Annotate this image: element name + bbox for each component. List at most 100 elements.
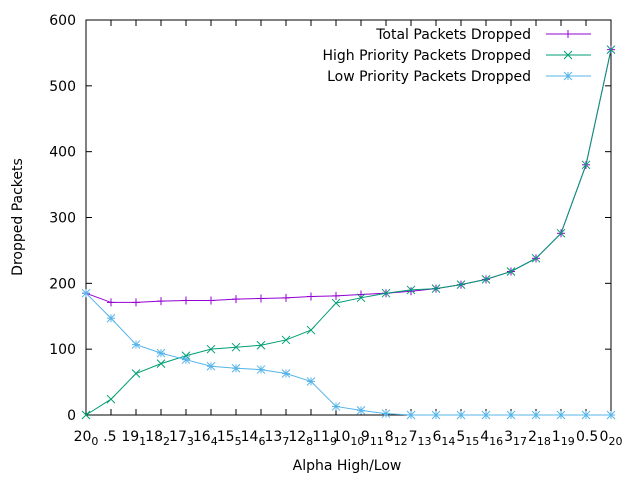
- data-point: [356, 293, 366, 303]
- x-tick-label-sub: 7: [282, 435, 289, 448]
- x-tick-label-main: 14: [241, 429, 259, 445]
- data-point: [456, 280, 466, 290]
- data-point: [531, 253, 541, 263]
- data-point: [581, 410, 591, 420]
- x-tick-label-sub: 2: [163, 435, 170, 448]
- y-axis-label: Dropped Packets: [10, 158, 26, 276]
- y-tick-label: 600: [49, 13, 76, 29]
- data-point: [556, 410, 566, 420]
- x-tick-label-sub: 15: [465, 435, 479, 448]
- series-line: [85, 49, 612, 416]
- data-point: [206, 361, 216, 371]
- x-tick-label-sub: 17: [513, 435, 527, 448]
- x-tick-label-main: 16: [193, 429, 211, 445]
- data-point: [331, 298, 341, 308]
- x-tick-label: 173: [169, 429, 194, 448]
- data-point: [156, 348, 166, 358]
- x-tick-label-main: 1: [552, 429, 561, 445]
- data-point: [256, 365, 266, 374]
- series-1: [81, 45, 616, 420]
- x-tick-label: 200: [74, 429, 99, 448]
- data-point: [231, 363, 241, 373]
- x-tick-label: 218: [528, 429, 551, 448]
- data-point: [332, 291, 340, 300]
- x-tick-label-main: 4: [480, 429, 489, 445]
- data-point: [456, 410, 466, 420]
- x-tick-label-sub: 10: [350, 435, 364, 448]
- x-tick-label: 614: [432, 429, 455, 448]
- y-tick-label: 100: [49, 342, 76, 358]
- x-tick-label-main: 7: [409, 429, 418, 445]
- data-point: [181, 355, 191, 365]
- x-tick-label-main: 0: [600, 429, 609, 445]
- x-tick-label: 911: [361, 429, 384, 448]
- data-point: [281, 335, 291, 345]
- data-point: [506, 410, 516, 420]
- x-tick-label: 182: [145, 429, 170, 448]
- x-tick-label-main: 9: [361, 429, 370, 445]
- legend-label: Low Priority Packets Dropped: [327, 69, 531, 85]
- x-tick-label: 020: [600, 429, 623, 448]
- x-tick-label-main: 10: [333, 429, 351, 445]
- x-tick-label-sub: 6: [258, 435, 265, 448]
- data-point: [581, 160, 591, 170]
- x-tick-label: 515: [456, 429, 479, 448]
- data-point: [356, 406, 366, 415]
- series-layer: [81, 45, 616, 420]
- x-tick-label-sub: 16: [489, 435, 503, 448]
- data-point: [531, 410, 541, 420]
- x-tick-label-sub: 14: [441, 435, 455, 448]
- x-tick-label-main: 18: [145, 429, 163, 445]
- x-tick-label-sub: 3: [187, 435, 194, 448]
- data-point: [231, 342, 241, 352]
- data-point: [406, 410, 416, 420]
- data-point: [282, 293, 290, 302]
- series-2: [81, 288, 616, 420]
- data-point: [431, 410, 441, 420]
- x-tick-label-sub: 5: [235, 435, 242, 448]
- data-point: [257, 294, 265, 303]
- x-tick-label: 119: [312, 429, 337, 448]
- data-point: [156, 359, 166, 369]
- data-point: [381, 288, 391, 298]
- x-tick-label: 317: [504, 429, 527, 448]
- data-point: [256, 340, 266, 350]
- x-tick-label: 119: [552, 429, 575, 448]
- series-line: [85, 292, 611, 416]
- x-tick-label-sub: 0: [91, 435, 98, 448]
- data-point: [481, 410, 491, 420]
- x-tick-label-main: 19: [121, 429, 139, 445]
- data-point: [131, 340, 141, 349]
- data-point: [81, 410, 91, 420]
- x-tick-label: 155: [217, 429, 242, 448]
- x-tick-label: 191: [121, 429, 146, 448]
- series-line: [85, 49, 612, 303]
- y-tick-label: 500: [49, 79, 76, 95]
- data-point: [306, 325, 316, 335]
- data-point: [106, 313, 116, 323]
- data-point: [106, 394, 116, 404]
- data-point: [556, 228, 566, 238]
- data-point: [107, 298, 115, 307]
- data-point: [182, 296, 190, 305]
- x-tick-label: 0.5: [576, 429, 598, 445]
- x-tick-label-main: 12: [288, 429, 306, 445]
- y-tick-label: 0: [67, 408, 76, 424]
- legend-marker: [564, 30, 572, 38]
- x-tick-label: 1010: [333, 429, 365, 448]
- data-point: [606, 410, 616, 420]
- x-tick-label-main: 8: [385, 429, 394, 445]
- y-tick-label: 400: [49, 145, 76, 161]
- x-tick-label-sub: 19: [561, 435, 575, 448]
- x-tick-label: 713: [409, 429, 432, 448]
- data-point: [232, 295, 240, 304]
- data-point: [406, 285, 416, 295]
- data-point: [431, 284, 441, 293]
- data-point: [331, 402, 341, 411]
- x-tick-label-main: 5: [456, 429, 465, 445]
- x-tick-label-main: 15: [217, 429, 235, 445]
- x-tick-label-main: 2: [528, 429, 537, 445]
- legend-label: High Priority Packets Dropped: [322, 48, 531, 64]
- x-tick-label-main: 0.5: [576, 429, 598, 445]
